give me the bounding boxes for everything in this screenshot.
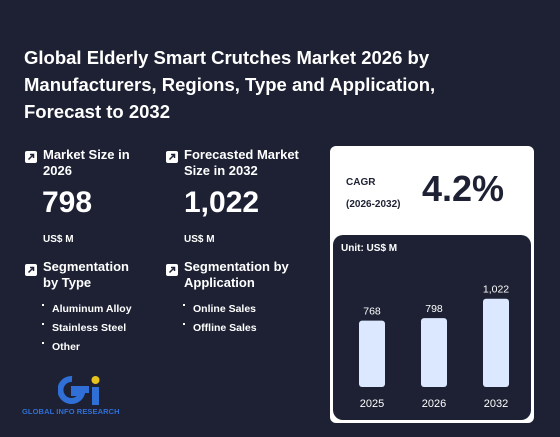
forecast-size-value: 1,022	[184, 186, 260, 219]
data-label-2032: 1,022	[483, 284, 509, 296]
x-tick-2025: 2025	[360, 398, 384, 410]
arrow-up-right-icon	[25, 264, 37, 276]
data-label-2026: 798	[425, 303, 443, 315]
bar-2032	[483, 298, 509, 387]
application-item: Offline Sales	[183, 322, 257, 334]
forecast-size-label: Forecasted Market Size in 2032	[184, 147, 299, 178]
arrow-up-right-icon	[166, 151, 178, 163]
logo-text: GLOBAL INFO RESEARCH	[22, 407, 120, 416]
cagr-value: 4.2%	[422, 168, 505, 209]
type-item: Other	[42, 341, 80, 353]
type-item: Aluminum Alloy	[42, 303, 132, 315]
market-size-value: 798	[42, 186, 93, 219]
forecast-size-unit: US$ M	[184, 234, 215, 245]
arrow-up-right-icon	[166, 264, 178, 276]
bar-chart: 768 2025 798 2026 1,022 2032	[359, 284, 509, 410]
segmentation-application-label: Segmentation by Application	[184, 259, 289, 290]
page-title: Global Elderly Smart Crutches Market 202…	[24, 47, 436, 122]
cagr-panel: CAGR (2026-2032) 4.2% Unit: US$ M 768 202…	[330, 146, 534, 423]
brand-logo: GLOBAL INFO RESEARCH	[22, 375, 142, 417]
segmentation-type-label: Segmentation by Type	[43, 259, 129, 290]
bar-chart-panel: Unit: US$ M 768 2025 798 2026 1,022 2032	[333, 235, 531, 420]
bar-2026	[421, 318, 447, 387]
arrow-up-right-icon	[25, 151, 37, 163]
bar-2025	[359, 320, 385, 387]
data-label-2025: 768	[363, 306, 381, 318]
cagr-label: CAGR (2026-2032)	[346, 177, 401, 210]
x-tick-2032: 2032	[484, 398, 508, 410]
market-size-unit: US$ M	[43, 234, 74, 245]
type-item: Stainless Steel	[42, 322, 126, 334]
x-tick-2026: 2026	[422, 398, 446, 410]
application-item: Online Sales	[183, 303, 256, 315]
chart-unit-label: Unit: US$ M	[341, 243, 398, 254]
market-size-label: Market Size in 2026	[43, 147, 130, 178]
